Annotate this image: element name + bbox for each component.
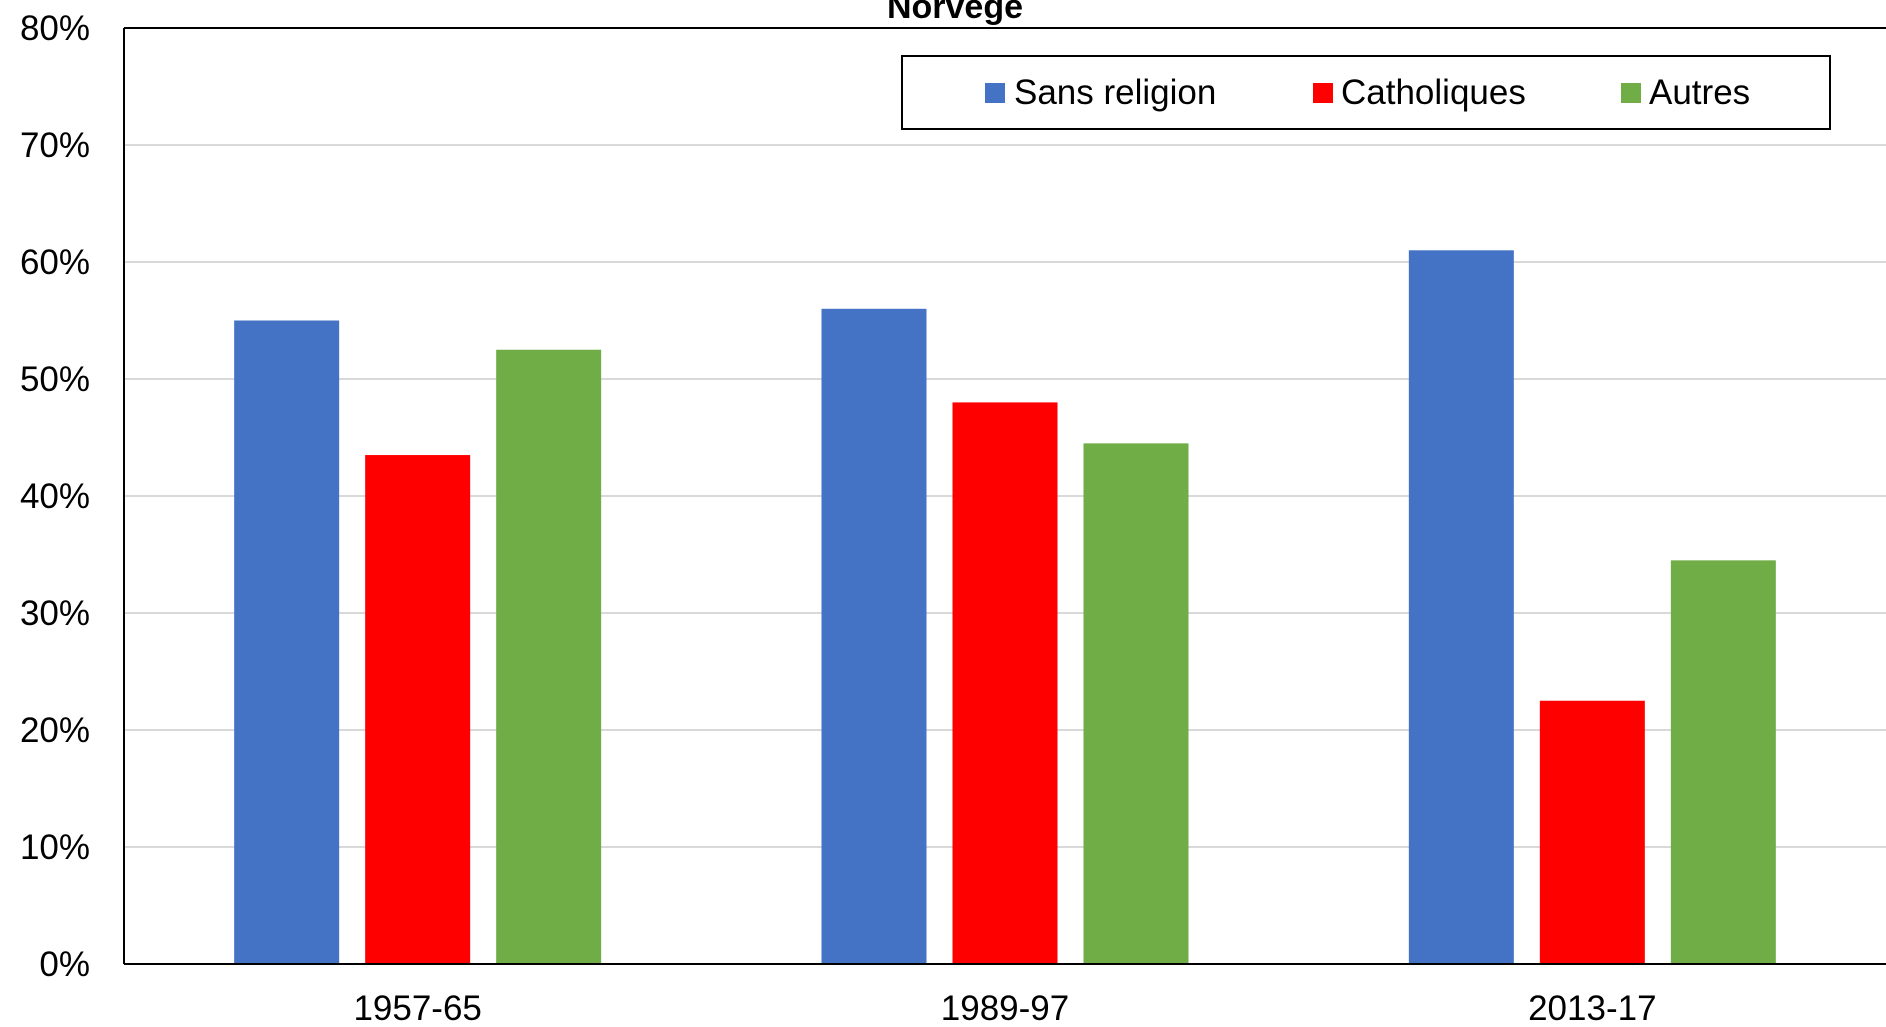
legend-label-autres: Autres: [1649, 73, 1750, 112]
legend-box: [901, 55, 1831, 130]
y-tick-label: 30%: [20, 594, 90, 633]
bars: [234, 250, 1776, 965]
legend-swatch-autres: [1621, 83, 1641, 103]
legend-label-sans-religion: Sans religion: [1014, 73, 1216, 112]
x-tick-labels: 1957-65 1989-97 2013-17: [353, 989, 1656, 1027]
y-tick-label: 40%: [20, 477, 90, 516]
bar-catholiques-1989-97: [952, 402, 1058, 964]
bar-catholiques-1957-65: [365, 455, 471, 964]
legend-swatch-sans-religion: [985, 83, 1005, 103]
x-tick-label: 1989-97: [941, 989, 1069, 1027]
y-tick-label: 20%: [20, 711, 90, 750]
y-tick-labels: 0% 10% 20% 30% 40% 50% 60% 70% 80%: [20, 9, 90, 984]
bar-catholiques-2013-17: [1539, 700, 1645, 964]
y-tick-label: 80%: [20, 9, 90, 48]
y-tick-label: 60%: [20, 243, 90, 282]
bar-sans-religion-1957-65: [234, 320, 340, 964]
bar-sans-religion-1989-97: [821, 308, 927, 964]
y-tick-label: 10%: [20, 828, 90, 867]
bar-autres-1957-65: [496, 349, 602, 964]
y-tick-label: 0%: [39, 945, 90, 984]
x-tick-label: 2013-17: [1528, 989, 1656, 1027]
x-tick-label: 1957-65: [353, 989, 481, 1027]
y-tick-label: 70%: [20, 126, 90, 165]
bar-sans-religion-2013-17: [1408, 250, 1514, 965]
legend: Sans religion Catholiques Autres: [901, 55, 1831, 130]
bar-autres-1989-97: [1083, 443, 1189, 965]
chart-title: Norvège: [887, 0, 1023, 26]
y-tick-label: 50%: [20, 360, 90, 399]
legend-label-catholiques: Catholiques: [1341, 73, 1526, 112]
bar-autres-2013-17: [1670, 560, 1776, 964]
legend-swatch-catholiques: [1313, 83, 1333, 103]
